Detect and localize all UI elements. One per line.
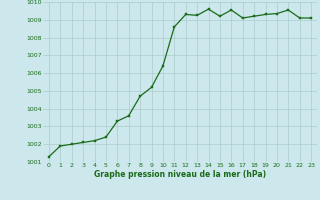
X-axis label: Graphe pression niveau de la mer (hPa): Graphe pression niveau de la mer (hPa) bbox=[94, 170, 266, 179]
